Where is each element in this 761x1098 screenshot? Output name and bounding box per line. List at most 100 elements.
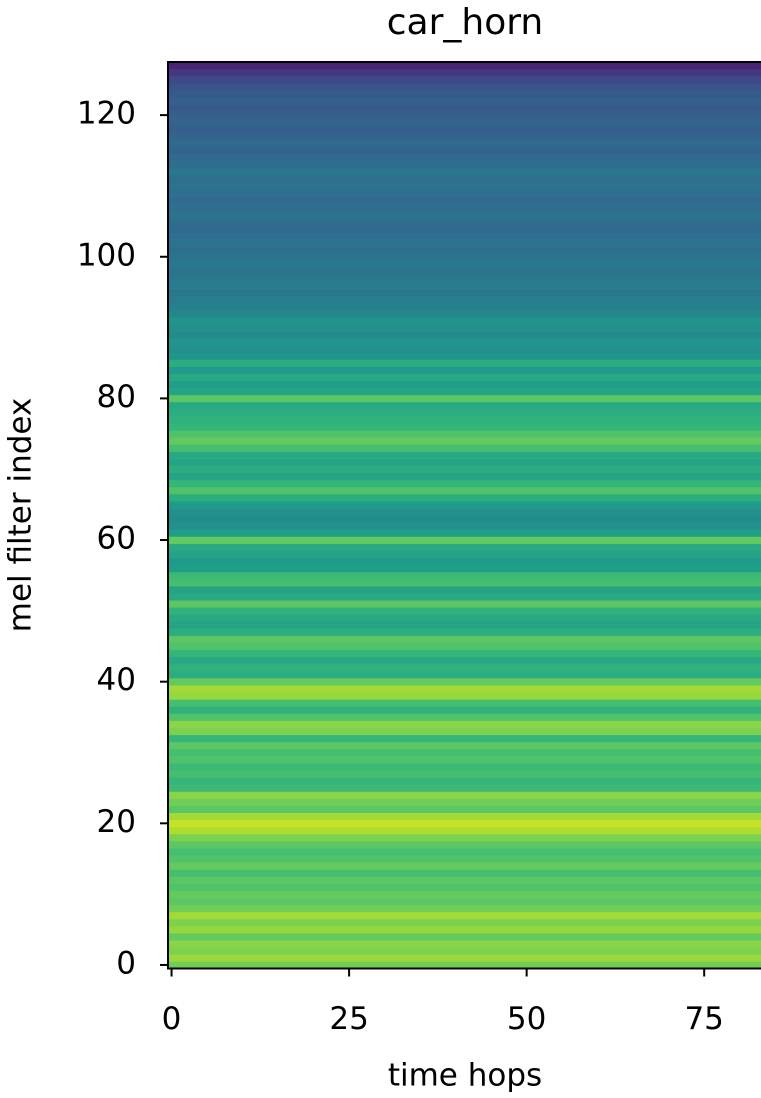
heatmap-row [168, 635, 761, 644]
heatmap-row [168, 763, 761, 771]
heatmap-row [168, 416, 761, 424]
heatmap-row [168, 189, 761, 197]
x-tick-label: 50 [507, 1001, 546, 1037]
heatmap-row [168, 656, 761, 665]
heatmap-row [168, 897, 761, 906]
heatmap-row [168, 593, 761, 601]
heatmap-row [168, 267, 761, 275]
heatmap-row [168, 571, 761, 580]
heatmap-row [168, 649, 761, 658]
heatmap-row [168, 883, 761, 891]
x-tick-label: 0 [162, 1001, 182, 1037]
heatmap-row [168, 748, 761, 757]
heatmap-row [168, 819, 761, 828]
heatmap-row [168, 805, 761, 813]
heatmap-row [168, 522, 761, 530]
heatmap-row [168, 918, 761, 927]
heatmap-row [168, 345, 761, 353]
heatmap-row [168, 841, 761, 849]
heatmap-row [168, 90, 761, 98]
y-tick-label: 80 [97, 379, 136, 415]
heatmap-row [168, 720, 761, 729]
y-tick-label: 120 [77, 96, 136, 132]
heatmap-row [168, 444, 761, 452]
heatmap-row [168, 784, 761, 792]
heatmap-row [168, 253, 761, 261]
heatmap-row [168, 692, 761, 700]
heatmap-row [168, 911, 761, 920]
heatmap-row [168, 727, 761, 736]
heatmap-row [168, 529, 761, 537]
heatmap-row [168, 366, 761, 374]
heatmap-row [168, 118, 761, 127]
heatmap-row [168, 600, 761, 608]
heatmap-row [168, 239, 761, 247]
heatmap-row [168, 132, 761, 141]
chart-title: car_horn [387, 2, 543, 43]
heatmap-row [168, 423, 761, 431]
heatmap-row [168, 798, 761, 806]
heatmap-row [168, 246, 761, 254]
heatmap-row [168, 812, 761, 821]
heatmap-row [168, 161, 761, 169]
heatmap-row [168, 295, 761, 304]
heatmap-row [168, 168, 761, 176]
heatmap-row [168, 791, 761, 799]
x-tick-label: 75 [684, 1001, 723, 1037]
heatmap-row [168, 387, 761, 396]
heatmap-row [168, 578, 761, 587]
heatmap-row [168, 508, 761, 516]
heatmap-row [168, 437, 761, 445]
heatmap-row [168, 642, 761, 651]
y-tick-label: 100 [77, 237, 136, 273]
heatmap-row [168, 104, 761, 112]
heatmap-row [168, 316, 761, 325]
heatmap-row [168, 465, 761, 474]
heatmap-row [168, 940, 761, 948]
plot-frame [167, 61, 761, 970]
heatmap-row [168, 954, 761, 962]
heatmap-row [168, 501, 761, 509]
heatmap-row [168, 663, 761, 672]
heatmap-row [168, 401, 761, 410]
heatmap-row [168, 699, 761, 707]
heatmap-row [168, 331, 761, 339]
heatmap-row [168, 111, 761, 119]
heatmap-row [168, 486, 761, 495]
heatmap-row [168, 550, 761, 559]
heatmap-row [168, 69, 761, 77]
heatmap-row [168, 302, 761, 311]
heatmap-row [168, 890, 761, 898]
heatmap-row [168, 862, 761, 870]
heatmap-row [168, 146, 761, 155]
heatmap-row [168, 876, 761, 884]
heatmap-row [168, 770, 761, 778]
heatmap-row [168, 154, 761, 162]
heatmap-row [168, 869, 761, 877]
heatmap-row [168, 472, 761, 481]
heatmap-row [168, 614, 761, 622]
heatmap-row [168, 288, 761, 297]
heatmap-row [168, 678, 761, 686]
y-tick-label: 0 [116, 945, 136, 981]
heatmap-row [168, 855, 761, 863]
y-tick-label: 60 [97, 521, 136, 557]
heatmap-row [168, 338, 761, 346]
heatmap-row [168, 224, 761, 233]
heatmap-row [168, 451, 761, 459]
heatmap-row [168, 182, 761, 190]
heatmap-row [168, 217, 761, 226]
heatmap-row [168, 826, 761, 835]
heatmap-row [168, 557, 761, 566]
y-tick-label: 40 [97, 662, 136, 698]
heatmap-row [168, 458, 761, 466]
heatmap-row [168, 741, 761, 750]
heatmap-row [168, 734, 761, 743]
heatmap-row [168, 628, 761, 636]
heatmap-row [168, 536, 761, 544]
heatmap-row [168, 324, 761, 332]
heatmap-row [168, 933, 761, 941]
heatmap-row [168, 352, 761, 360]
heatmap-row [168, 479, 761, 488]
